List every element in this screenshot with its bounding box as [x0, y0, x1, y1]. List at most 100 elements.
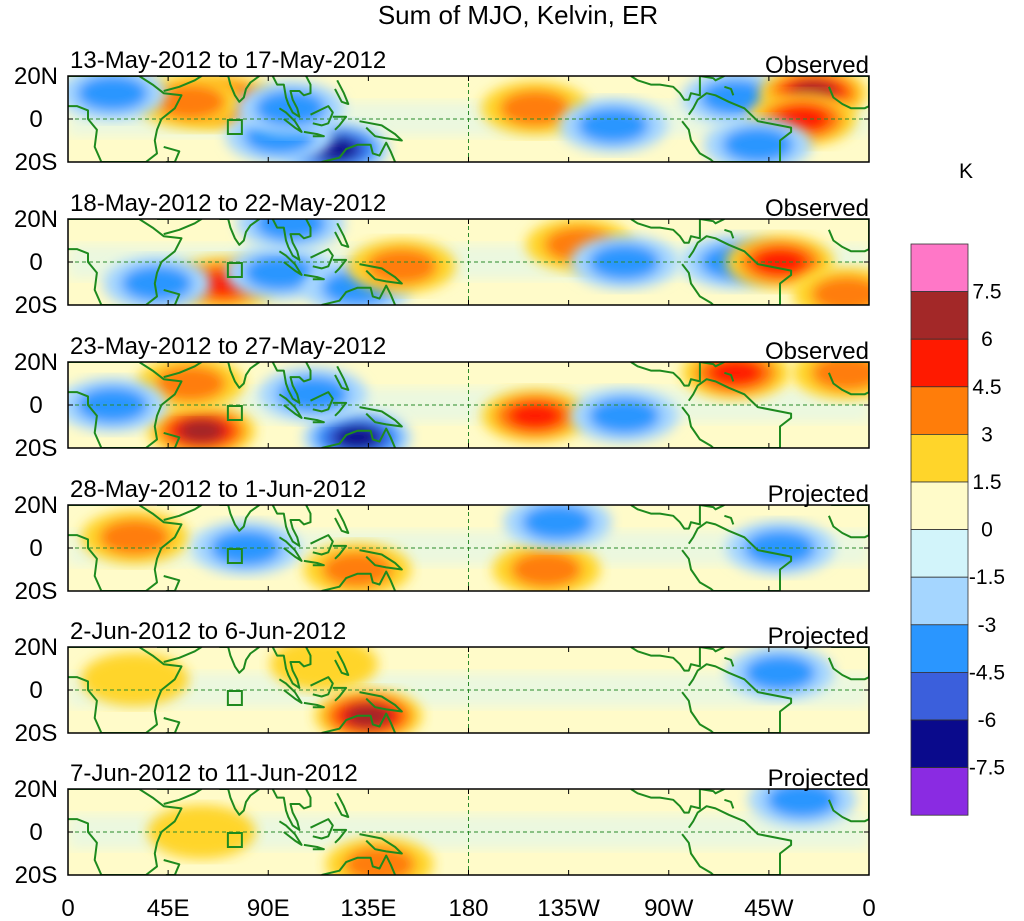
- lat-label: 0: [29, 249, 42, 276]
- lat-label: 0: [29, 535, 42, 562]
- region-box: [226, 548, 243, 564]
- colorbar-cell: [910, 672, 969, 721]
- lat-label: 20N: [14, 776, 58, 803]
- coastlines: [68, 647, 869, 733]
- colorbar-cell: [910, 291, 969, 340]
- coastlines: [68, 789, 869, 875]
- lon-tick-label: 45W: [744, 895, 794, 921]
- panel-5: 20N 0 20S 2-Jun-2012 to 6-Jun-2012 Projected: [14, 618, 870, 747]
- colorbar-label: 3: [981, 423, 993, 446]
- lat-label: 20N: [14, 206, 58, 233]
- lat-label: 0: [29, 677, 42, 704]
- colorbar-label: 7.5: [972, 281, 1001, 304]
- coastlines: [68, 505, 869, 591]
- anomaly-cell: [347, 239, 456, 294]
- anomaly-cell: [503, 505, 612, 550]
- colorbar-cell: [910, 481, 969, 530]
- colorbar-label: -6: [978, 709, 997, 732]
- lon-tick-label: 180: [448, 895, 488, 921]
- panel-2: 20N 0 20S 18-May-2012 to 22-May-2012 Observe…: [14, 190, 870, 319]
- anomaly-field: [68, 219, 869, 305]
- anomaly-cell: [80, 652, 189, 707]
- region-box: [226, 119, 243, 135]
- lat-label: 20S: [15, 292, 58, 319]
- panel-date-range: 7-Jun-2012 to 11-Jun-2012: [70, 760, 358, 787]
- anomaly-cell: [325, 837, 434, 875]
- panel-date-range: 23-May-2012 to 27-May-2012: [70, 333, 386, 360]
- anomaly-cell: [748, 789, 857, 827]
- coastlines: [68, 219, 869, 305]
- lat-label: 0: [29, 106, 42, 133]
- colorbar-cell: [910, 719, 969, 768]
- lon-tick-label: 0: [61, 895, 74, 921]
- panel-date-range: 18-May-2012 to 22-May-2012: [70, 190, 386, 217]
- anomaly-cell: [792, 362, 869, 400]
- region-box: [226, 832, 243, 848]
- lat-label: 20S: [15, 578, 58, 605]
- panel-date-range: 28-May-2012 to 1-Jun-2012: [70, 476, 366, 503]
- colorbar-unit: K: [959, 160, 973, 183]
- lat-label: 20N: [14, 492, 58, 519]
- anomaly-cell: [303, 542, 412, 591]
- coastlines: [68, 362, 869, 448]
- panel-6: 20N 0 20S 7-Jun-2012 to 11-Jun-2012 Projecte…: [14, 760, 870, 889]
- colorbar-label: 1.5: [972, 471, 1001, 494]
- lon-tick-label: 135E: [340, 895, 396, 921]
- colorbar-cell: [910, 338, 969, 388]
- colorbar-cell: [910, 767, 969, 816]
- lon-tick-label: 45E: [147, 895, 190, 921]
- anomaly-cell: [481, 388, 590, 443]
- anomaly-field: [68, 76, 869, 162]
- anomaly-cell: [726, 235, 834, 289]
- colorbar-label: 0: [981, 519, 993, 542]
- anomaly-cell: [681, 362, 790, 400]
- panel-kind: Observed: [765, 338, 869, 365]
- colorbar-cell: [910, 433, 969, 483]
- lat-label: 0: [29, 392, 42, 419]
- chart-title: Sum of MJO, Kelvin, ER: [378, 0, 658, 30]
- anomaly-cell: [726, 647, 834, 700]
- anomaly-cell: [570, 388, 679, 443]
- lon-tick-label: 90E: [247, 895, 290, 921]
- lat-label: 20S: [15, 435, 58, 462]
- coastlines: [68, 76, 869, 162]
- lon-tick-label: 90W: [644, 895, 694, 921]
- panel-3: 20N 0 20S 23-May-2012 to 27-May-2012 Observe…: [14, 333, 870, 462]
- colorbar-label: 4.5: [972, 376, 1001, 399]
- colorbar-cell: [910, 529, 969, 578]
- colorbar-label: 6: [981, 328, 993, 351]
- lat-label: 20N: [14, 349, 58, 376]
- colorbar-label: -7.5: [969, 757, 1005, 780]
- anomaly-cell: [258, 367, 367, 422]
- lat-label: 20S: [15, 149, 58, 176]
- panel-kind: Observed: [765, 52, 869, 79]
- anomaly-cell: [726, 521, 834, 575]
- region-box: [226, 405, 243, 421]
- region-box: [226, 690, 243, 706]
- lat-label: 20S: [15, 720, 58, 747]
- anomaly-cell: [792, 267, 869, 305]
- panel-date-range: 2-Jun-2012 to 6-Jun-2012: [70, 618, 346, 645]
- lon-tick-label: 0: [862, 895, 875, 921]
- panel-date-range: 13-May-2012 to 17-May-2012: [70, 47, 386, 74]
- lat-label: 0: [29, 819, 42, 846]
- x-axis: 0 45E 90E 135E 180 135W 90W 45W 0: [61, 895, 875, 921]
- panel-4: 20N 0 20S 28-May-2012 to 1-Jun-2012 Projecte…: [14, 476, 870, 605]
- colorbar-label: -3: [978, 614, 997, 637]
- anomaly-cell: [103, 256, 211, 305]
- anomaly-cell: [80, 510, 189, 565]
- panel-1: 20N 0 20S 13-May-2012 to 17-May-2012 Observe…: [14, 47, 870, 176]
- colorbar-cell: [910, 386, 969, 435]
- panel-kind: Observed: [765, 195, 869, 222]
- colorbar-label: -4.5: [969, 661, 1005, 684]
- lat-label: 20S: [15, 862, 58, 889]
- colorbar-cell: [910, 576, 969, 626]
- lat-label: 20N: [14, 634, 58, 661]
- anomaly-cell: [68, 76, 167, 121]
- panel-kind: Projected: [768, 623, 869, 650]
- anomaly-cell: [492, 542, 601, 591]
- colorbar-cell: [910, 624, 969, 673]
- colorbar: K 7.5 6 4.5 3 1.5 0 -1.5 -3 -4.5 -6 -7.5: [910, 160, 1005, 816]
- anomaly-cell: [559, 98, 668, 153]
